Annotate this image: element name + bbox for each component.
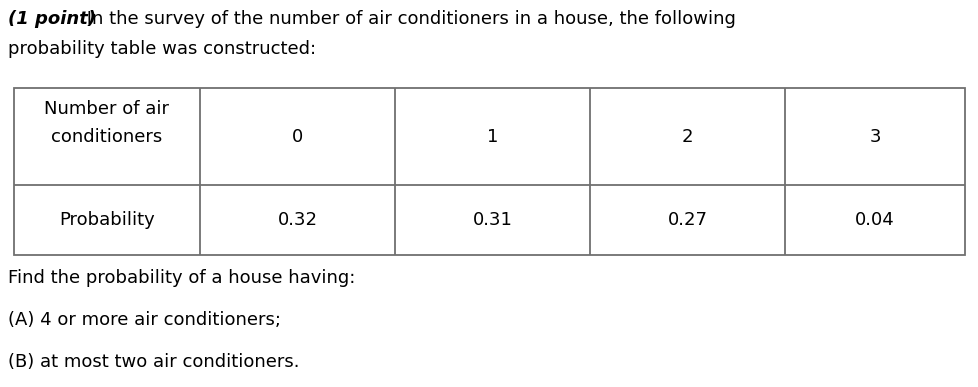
Text: (A) 4 or more air conditioners;: (A) 4 or more air conditioners; bbox=[8, 311, 281, 329]
Text: In the survey of the number of air conditioners in a house, the following: In the survey of the number of air condi… bbox=[81, 10, 735, 28]
Text: 1: 1 bbox=[486, 127, 498, 146]
Text: probability table was constructed:: probability table was constructed: bbox=[8, 40, 316, 58]
Text: 0.27: 0.27 bbox=[667, 211, 707, 229]
Text: 2: 2 bbox=[681, 127, 692, 146]
Text: conditioners: conditioners bbox=[51, 128, 162, 146]
Bar bbox=[14, 88, 964, 255]
Text: Number of air: Number of air bbox=[44, 100, 169, 118]
Text: 0.04: 0.04 bbox=[854, 211, 894, 229]
Text: 3: 3 bbox=[868, 127, 880, 146]
Text: 0: 0 bbox=[291, 127, 303, 146]
Text: 0.32: 0.32 bbox=[277, 211, 317, 229]
Text: Find the probability of a house having:: Find the probability of a house having: bbox=[8, 269, 355, 287]
Text: (1 point): (1 point) bbox=[8, 10, 96, 28]
Text: 0.31: 0.31 bbox=[472, 211, 511, 229]
Text: Probability: Probability bbox=[59, 211, 155, 229]
Text: (B) at most two air conditioners.: (B) at most two air conditioners. bbox=[8, 353, 299, 371]
